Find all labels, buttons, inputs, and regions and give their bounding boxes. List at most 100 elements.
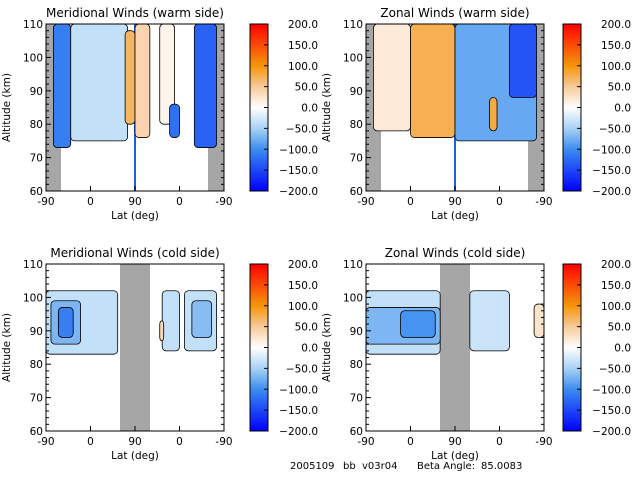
colorbar-tick-label: −150.0: [592, 165, 631, 177]
contour-region: [70, 23, 128, 142]
colorbar-tick-label: −150.0: [279, 405, 318, 417]
colorbar-tick-label: −50.0: [599, 363, 631, 375]
x-axis-label: Lat (deg): [431, 210, 479, 222]
x-tick-label: 0: [87, 436, 94, 448]
y-tick-label: 60: [350, 426, 363, 438]
y-tick-label: 80: [350, 359, 363, 371]
y-tick-label: 60: [350, 186, 363, 198]
colorbar-tick-label: 50.0: [295, 322, 318, 334]
panel-3: 60 70 80 90 100 110 -90 0 90 0 -90 Zonal Winds (col…: [321, 246, 631, 462]
x-tick-label: 0: [176, 436, 183, 448]
footer-beta-label: Beta Angle:: [417, 461, 475, 472]
contour-region: [169, 103, 180, 138]
y-axis-label: Altitude (km): [321, 73, 333, 142]
y-tick-label: 80: [350, 119, 363, 131]
x-tick-label: 0: [407, 196, 414, 208]
y-tick-label: 60: [30, 426, 43, 438]
colorbar-tick-label: 150.0: [288, 280, 318, 292]
y-tick-label: 100: [343, 52, 363, 64]
x-tick-label: -90: [215, 196, 232, 208]
y-axis-label: Altitude (km): [1, 313, 13, 382]
y-tick-label: 60: [30, 186, 43, 198]
colorbar-tick-label: −100.0: [279, 384, 318, 396]
contour-region: [193, 23, 217, 148]
y-tick-label: 110: [343, 19, 363, 31]
contour-region: [410, 23, 456, 138]
y-tick-label: 90: [30, 86, 43, 98]
colorbar-tick-label: 0.0: [614, 343, 631, 355]
x-tick-label: 90: [128, 436, 141, 448]
footer-beta-value: 85.0083: [481, 461, 522, 472]
contour-region: [373, 23, 411, 132]
colorbar-tick-label: 100.0: [601, 301, 631, 313]
contour-region: [57, 307, 74, 338]
x-tick-label: -90: [535, 436, 552, 448]
x-tick-label: -90: [37, 196, 54, 208]
colorbar-tick-label: 150.0: [288, 40, 318, 52]
y-tick-label: 90: [350, 326, 363, 338]
colorbar-tick-label: −200.0: [592, 426, 631, 438]
colorbar-tick-label: 150.0: [601, 40, 631, 52]
plot-title: Meridional Winds (cold side): [50, 246, 219, 260]
contour-region: [124, 30, 136, 125]
colorbar-tick-label: 100.0: [288, 301, 318, 313]
y-tick-label: 70: [350, 393, 363, 405]
y-tick-label: 90: [350, 86, 363, 98]
x-tick-label: 0: [496, 436, 503, 448]
y-axis-label: Altitude (km): [1, 73, 13, 142]
colorbar-tick-label: −100.0: [592, 384, 631, 396]
footer-tag: bb: [343, 461, 356, 472]
colorbar-tick-label: −50.0: [599, 123, 631, 135]
y-tick-label: 80: [30, 359, 43, 371]
x-tick-label: 0: [87, 196, 94, 208]
y-tick-label: 70: [30, 153, 43, 165]
plot-title: Zonal Winds (cold side): [385, 246, 526, 260]
x-axis-label: Lat (deg): [111, 210, 159, 222]
x-tick-label: -90: [535, 196, 552, 208]
y-tick-label: 100: [23, 52, 43, 64]
panel-1: 60 70 80 90 100 110 -90 0 90 0 -90 Zonal Winds (war…: [321, 6, 631, 222]
footer-date: 2005109: [290, 461, 335, 472]
colorbar-tick-label: 200.0: [288, 259, 318, 271]
colorbar-tick-label: 0.0: [614, 103, 631, 115]
x-axis-label: Lat (deg): [111, 450, 159, 462]
contour-region: [400, 310, 436, 338]
colorbar-tick-label: 50.0: [295, 82, 318, 94]
y-tick-label: 80: [30, 119, 43, 131]
contour-region: [489, 97, 498, 132]
colorbar-tick-label: −150.0: [279, 165, 318, 177]
y-tick-label: 70: [30, 393, 43, 405]
panel-0: 60 70 80 90 100 110 -90 0 90 0 -90 Meridional Winds…: [1, 6, 318, 222]
plot-title: Zonal Winds (warm side): [380, 6, 529, 20]
colorbar-tick-label: −100.0: [279, 144, 318, 156]
colorbar-tick-label: 200.0: [601, 259, 631, 271]
colorbar-tick-label: 50.0: [608, 322, 631, 334]
x-tick-label: 90: [448, 436, 461, 448]
footer-version: v03r04: [362, 461, 397, 472]
colorbar-tick-label: −200.0: [279, 186, 318, 198]
colorbar-tick-label: −200.0: [592, 186, 631, 198]
contour-region: [533, 303, 545, 338]
colorbar-tick-label: 100.0: [601, 61, 631, 73]
y-tick-label: 100: [343, 292, 363, 304]
colorbar-tick-label: −150.0: [592, 405, 631, 417]
colorbar-tick-label: 200.0: [601, 19, 631, 31]
x-tick-label: -90: [357, 196, 374, 208]
x-tick-label: 0: [176, 196, 183, 208]
contour-region: [191, 300, 213, 338]
contour-region: [161, 290, 180, 352]
x-axis-label: Lat (deg): [431, 450, 479, 462]
x-tick-label: 90: [128, 196, 141, 208]
y-tick-label: 110: [343, 259, 363, 271]
contour-region: [53, 23, 72, 148]
colorbar-tick-label: 50.0: [608, 82, 631, 94]
colorbar-tick-label: −50.0: [286, 123, 318, 135]
contour-region: [508, 23, 537, 98]
y-tick-label: 90: [30, 326, 43, 338]
colorbar-tick-label: −100.0: [592, 144, 631, 156]
colorbar-tick-label: −200.0: [279, 426, 318, 438]
colorbar-tick-label: 0.0: [301, 343, 318, 355]
plot-title: Meridional Winds (warm side): [46, 6, 224, 20]
colorbar-tick-label: 0.0: [301, 103, 318, 115]
